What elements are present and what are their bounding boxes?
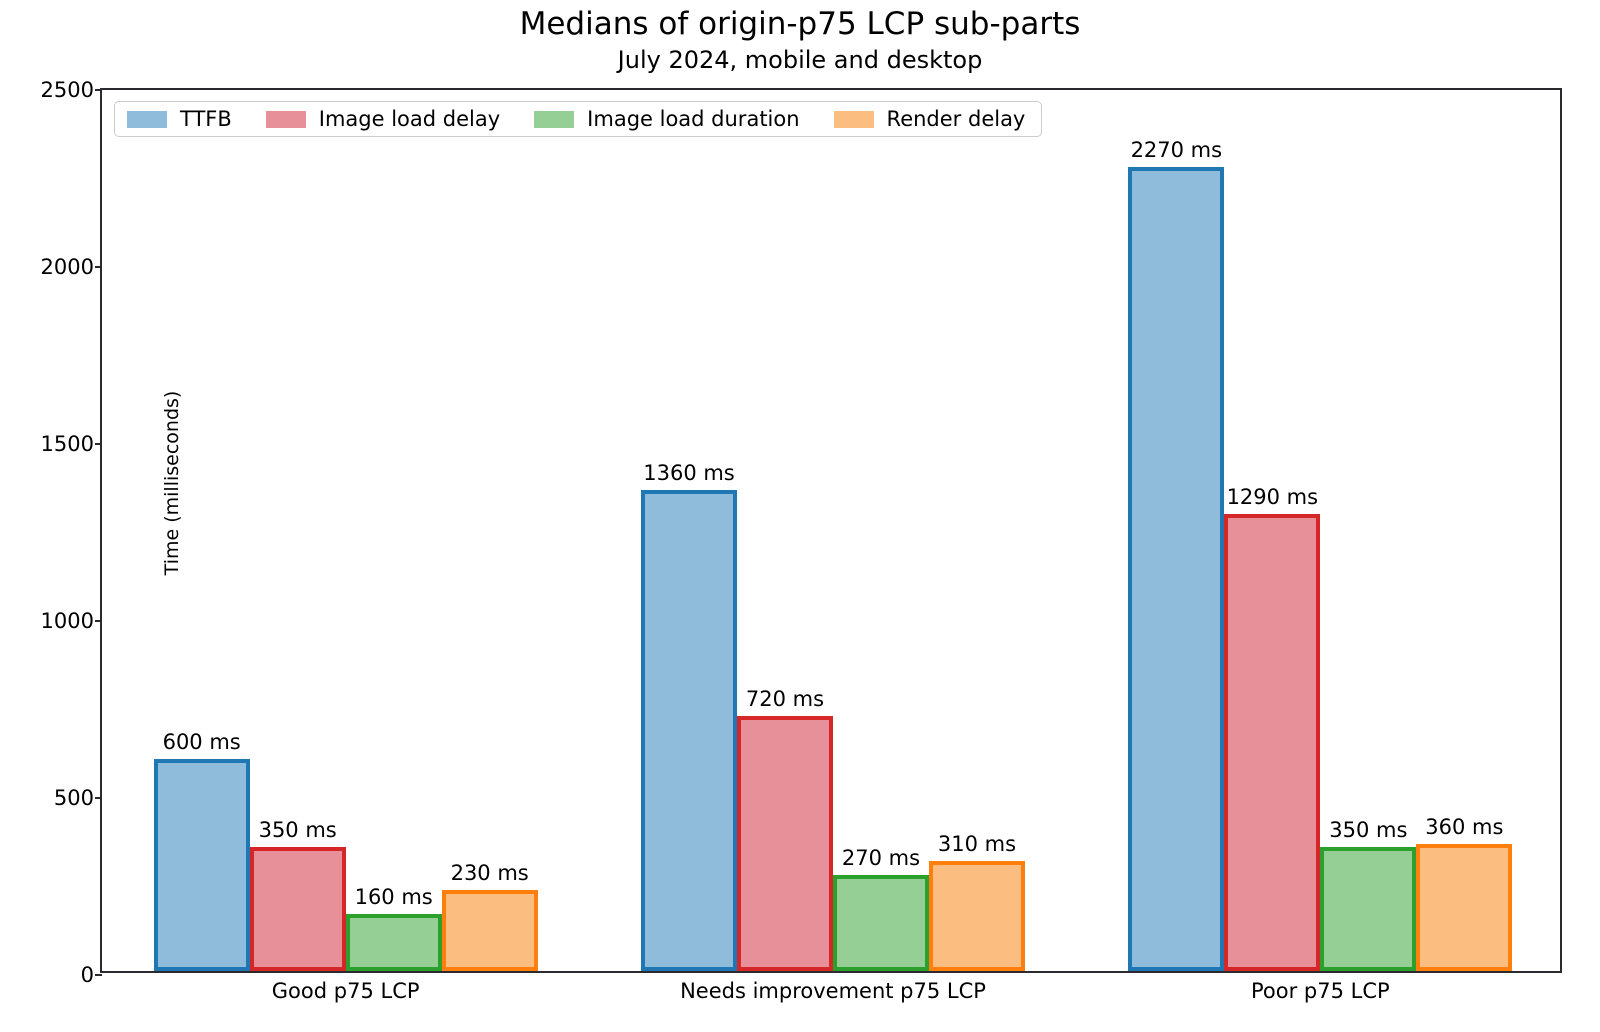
- bar[interactable]: 2270 ms: [1128, 138, 1225, 971]
- legend-item-label: Render delay: [886, 107, 1026, 131]
- bar-value-label: 350 ms: [258, 818, 337, 843]
- bar-rect: [833, 875, 929, 971]
- bar-rect: [1224, 514, 1321, 971]
- y-axis-tick-label: 0: [80, 963, 94, 987]
- y-axis-tick-mark: [95, 797, 102, 799]
- legend-item-label: Image load duration: [587, 107, 800, 131]
- bar-value-label: 720 ms: [745, 687, 825, 712]
- y-axis-tick-label: 2500: [40, 78, 94, 102]
- legend-item[interactable]: TTFB: [127, 107, 232, 131]
- legend-swatch-icon: [534, 110, 575, 128]
- y-axis-tick-label: 1500: [40, 432, 94, 456]
- bar-value-label: 1360 ms: [643, 460, 735, 485]
- bar[interactable]: 600 ms: [153, 730, 250, 971]
- bar[interactable]: 230 ms: [441, 861, 538, 971]
- legend-swatch-icon: [265, 110, 306, 128]
- legend-item[interactable]: Image load delay: [265, 107, 501, 131]
- bar-rect: [153, 758, 250, 971]
- bar-value-label: 230 ms: [450, 860, 529, 885]
- x-axis-tick-label: Poor p75 LCP: [1250, 979, 1390, 1003]
- bar-rect: [345, 914, 442, 971]
- bar-value-label: 310 ms: [937, 832, 1017, 857]
- bar[interactable]: 270 ms: [833, 846, 929, 971]
- bar-value-label: 270 ms: [841, 846, 921, 871]
- legend-item[interactable]: Image load duration: [534, 107, 800, 131]
- y-axis-tick-mark: [95, 620, 102, 622]
- y-axis-tick-label: 500: [53, 786, 94, 810]
- bar[interactable]: 360 ms: [1416, 815, 1513, 971]
- bar-value-label: 360 ms: [1425, 814, 1504, 839]
- y-axis-tick-label: 2000: [40, 255, 94, 279]
- bar[interactable]: 350 ms: [1320, 818, 1417, 971]
- bar-rect: [441, 889, 538, 971]
- bar-value-label: 2270 ms: [1130, 138, 1223, 163]
- bar[interactable]: 160 ms: [345, 885, 442, 971]
- y-axis-tick-mark: [95, 443, 102, 445]
- chart-subtitle: July 2024, mobile and desktop: [617, 46, 983, 74]
- plot-area: Time (milliseconds) 0 500 1000 1500 2000 2500…: [41, 78, 1562, 1003]
- y-axis-tick-label: 1000: [40, 609, 94, 633]
- y-axis-tick-mark: [95, 974, 102, 976]
- bar-rect: [1416, 843, 1513, 971]
- bar-value-label: 600 ms: [162, 729, 241, 754]
- bar-value-label: 160 ms: [354, 885, 433, 910]
- bar[interactable]: 1290 ms: [1224, 485, 1321, 971]
- bar-rect: [737, 716, 833, 971]
- legend-item[interactable]: Render delay: [833, 107, 1026, 131]
- bar-rect: [1320, 847, 1417, 971]
- bar-value-label: 1290 ms: [1226, 485, 1319, 510]
- chart-title: Medians of origin-p75 LCP sub-parts: [519, 6, 1081, 42]
- bar-rect: [929, 861, 1025, 971]
- bar-value-label: 350 ms: [1329, 818, 1408, 843]
- bar-rect: [249, 847, 346, 971]
- bar-rect: [1128, 167, 1225, 971]
- bar[interactable]: 350 ms: [249, 818, 346, 971]
- y-axis-tick-mark: [95, 89, 102, 91]
- legend-item-label: TTFB: [180, 107, 232, 131]
- bar[interactable]: 720 ms: [737, 687, 833, 971]
- legend-swatch-icon: [127, 110, 167, 128]
- y-axis-tick-mark: [95, 266, 102, 268]
- y-axis-label: Time (milliseconds): [161, 390, 183, 576]
- legend-swatch-icon: [833, 110, 874, 128]
- bar[interactable]: 1360 ms: [641, 461, 737, 971]
- legend-item-label: Image load delay: [318, 107, 501, 131]
- bar-rect: [641, 489, 737, 971]
- chart-legend: TTFB Image load delay Image load duration R…: [114, 101, 1043, 137]
- x-axis-tick-label: Needs improvement p75 LCP: [680, 979, 986, 1003]
- x-axis-tick-label: Good p75 LCP: [271, 979, 420, 1003]
- bar[interactable]: 310 ms: [929, 832, 1025, 971]
